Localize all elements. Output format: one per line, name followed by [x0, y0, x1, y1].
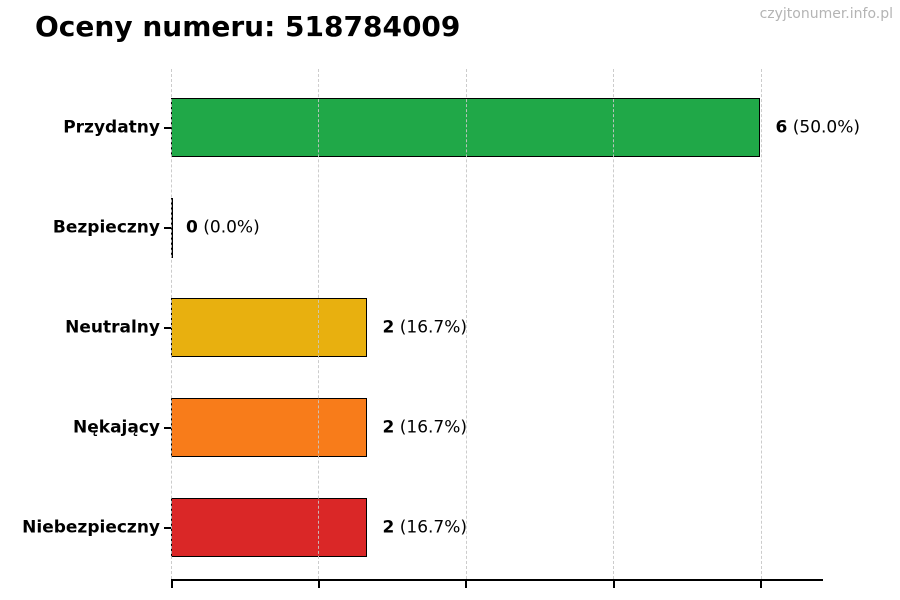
bar-row-0 [171, 98, 760, 157]
y-tick-row-4 [164, 527, 171, 529]
value-percent-row-0: (50.0%) [787, 117, 861, 138]
y-tick-row-3 [164, 427, 171, 429]
x-tick-0 [170, 581, 173, 588]
value-label-row-3: 2 (16.7%) [382, 417, 468, 438]
value-count-row-0: 6 [775, 117, 788, 138]
value-label-row-1: 0 (0.0%) [186, 217, 260, 238]
value-label-row-2: 2 (16.7%) [382, 317, 468, 338]
value-percent-row-2: (16.7%) [394, 317, 468, 338]
x-tick-3 [612, 581, 615, 588]
y-tick-row-0 [164, 127, 171, 129]
value-percent-row-1: (0.0%) [197, 217, 260, 238]
y-tick-row-1 [164, 227, 171, 229]
category-label-row-2: Neutralny [65, 317, 160, 338]
gridline-x-3 [613, 69, 615, 579]
chart-title: Oceny numeru: 518784009 [35, 10, 461, 43]
plot-area: Przydatny 6 (50.0%) Bezpieczny 0 (0.0%) Neut… [22, 69, 860, 588]
bar-row-2 [171, 298, 367, 357]
category-label-row-4: Niebezpieczny [22, 517, 160, 538]
bar-row-4 [171, 498, 367, 557]
gridline-x-2 [465, 69, 467, 579]
bar-row-3 [171, 398, 367, 457]
bar-row-1 [171, 198, 173, 258]
value-count-row-2: 2 [382, 317, 395, 338]
y-tick-row-2 [164, 327, 171, 329]
category-label-row-0: Przydatny [63, 117, 160, 138]
value-count-row-3: 2 [382, 417, 395, 438]
watermark-link: czyjtonumer.info.pl [759, 6, 893, 22]
x-tick-1 [317, 581, 320, 588]
x-tick-4 [760, 581, 762, 588]
value-percent-row-3: (16.7%) [394, 417, 468, 438]
value-percent-row-4: (16.7%) [394, 517, 468, 538]
gridline-x-4 [760, 69, 762, 579]
value-label-row-4: 2 (16.7%) [382, 517, 468, 538]
value-count-row-4: 2 [382, 517, 395, 538]
value-label-row-0: 6 (50.0%) [775, 117, 861, 138]
gridline-x-1 [318, 69, 320, 579]
value-count-row-1: 0 [186, 217, 198, 238]
category-label-row-3: Nękający [73, 417, 160, 438]
gridline-x-0 [171, 69, 172, 579]
x-tick-2 [465, 581, 468, 588]
category-label-row-1: Bezpieczny [52, 217, 160, 238]
